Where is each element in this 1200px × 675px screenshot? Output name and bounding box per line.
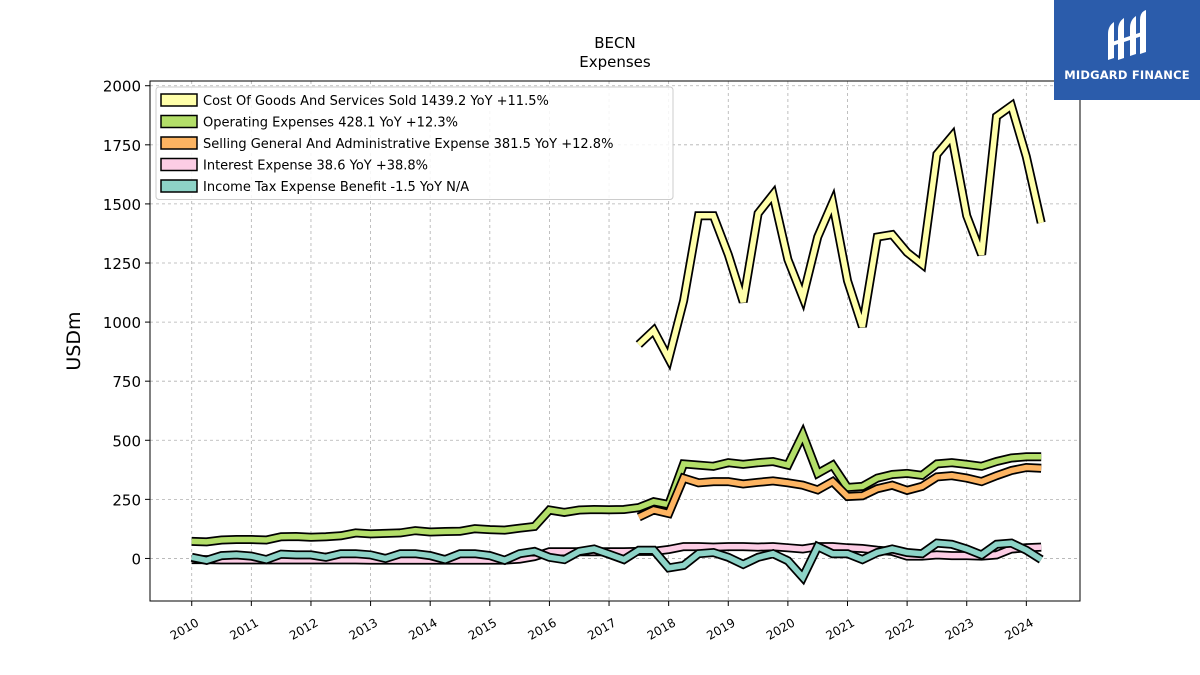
- x-tick-label: 2017: [585, 615, 618, 642]
- chart-title: BECN: [594, 34, 635, 52]
- y-axis-label: USDm: [63, 311, 85, 370]
- series-line-0: [636, 101, 1044, 367]
- legend-swatch-2: [160, 136, 198, 150]
- y-tick-label: 1750: [103, 137, 141, 155]
- legend-swatch-0: [160, 93, 198, 107]
- y-tick-label: 1500: [103, 196, 141, 214]
- y-tick-label: 250: [112, 491, 141, 509]
- brand-logo: MIDGARD FINANCE: [1054, 0, 1200, 100]
- x-tick-label: 2024: [1002, 615, 1035, 642]
- x-tick-label: 2010: [168, 615, 201, 642]
- y-tick-label: 2000: [103, 78, 141, 96]
- legend-label-0: Cost Of Goods And Services Sold 1439.2 Y…: [203, 94, 549, 109]
- legend-swatch-3: [160, 157, 198, 172]
- x-tick-label: 2015: [466, 615, 499, 642]
- plot-frame: [149, 80, 1081, 602]
- x-tick-label: 2020: [764, 615, 797, 642]
- x-tick-label: 2019: [704, 615, 737, 642]
- chart-subtitle: Expenses: [579, 53, 651, 71]
- x-tick-label: 2021: [824, 615, 857, 642]
- x-tick-label: 2012: [287, 615, 320, 642]
- x-tick-label: 2018: [645, 615, 678, 642]
- legend-swatch-4: [160, 179, 198, 193]
- brand-name: MIDGARD FINANCE: [1064, 68, 1190, 82]
- y-tick-label: 0: [131, 550, 141, 568]
- brand-logo-icon: [1108, 10, 1146, 60]
- series-line-4: [191, 540, 1043, 583]
- legend-label-1: Operating Expenses 428.1 YoY +12.3%: [203, 116, 458, 131]
- y-tick-label: 1250: [103, 255, 141, 273]
- x-tick-label: 2013: [347, 615, 380, 642]
- y-tick-label: 500: [112, 432, 141, 450]
- x-tick-label: 2014: [406, 615, 439, 642]
- y-tick-label: 750: [112, 373, 141, 391]
- legend-label-2: Selling General And Administrative Expen…: [203, 137, 613, 152]
- legend-label-4: Income Tax Expense Benefit -1.5 YoY N/A: [203, 180, 469, 195]
- legend-swatch-1: [160, 114, 198, 129]
- x-tick-label: 2023: [943, 615, 976, 642]
- x-tick-label: 2022: [883, 615, 916, 642]
- x-tick-label: 2011: [227, 615, 260, 642]
- series-line-2: [637, 464, 1042, 520]
- y-tick-label: 1000: [103, 314, 141, 332]
- legend-box: [155, 86, 674, 200]
- x-tick-label: 2016: [525, 615, 558, 642]
- series-line-1: [191, 427, 1042, 545]
- legend-label-3: Interest Expense 38.6 YoY +38.8%: [203, 159, 428, 174]
